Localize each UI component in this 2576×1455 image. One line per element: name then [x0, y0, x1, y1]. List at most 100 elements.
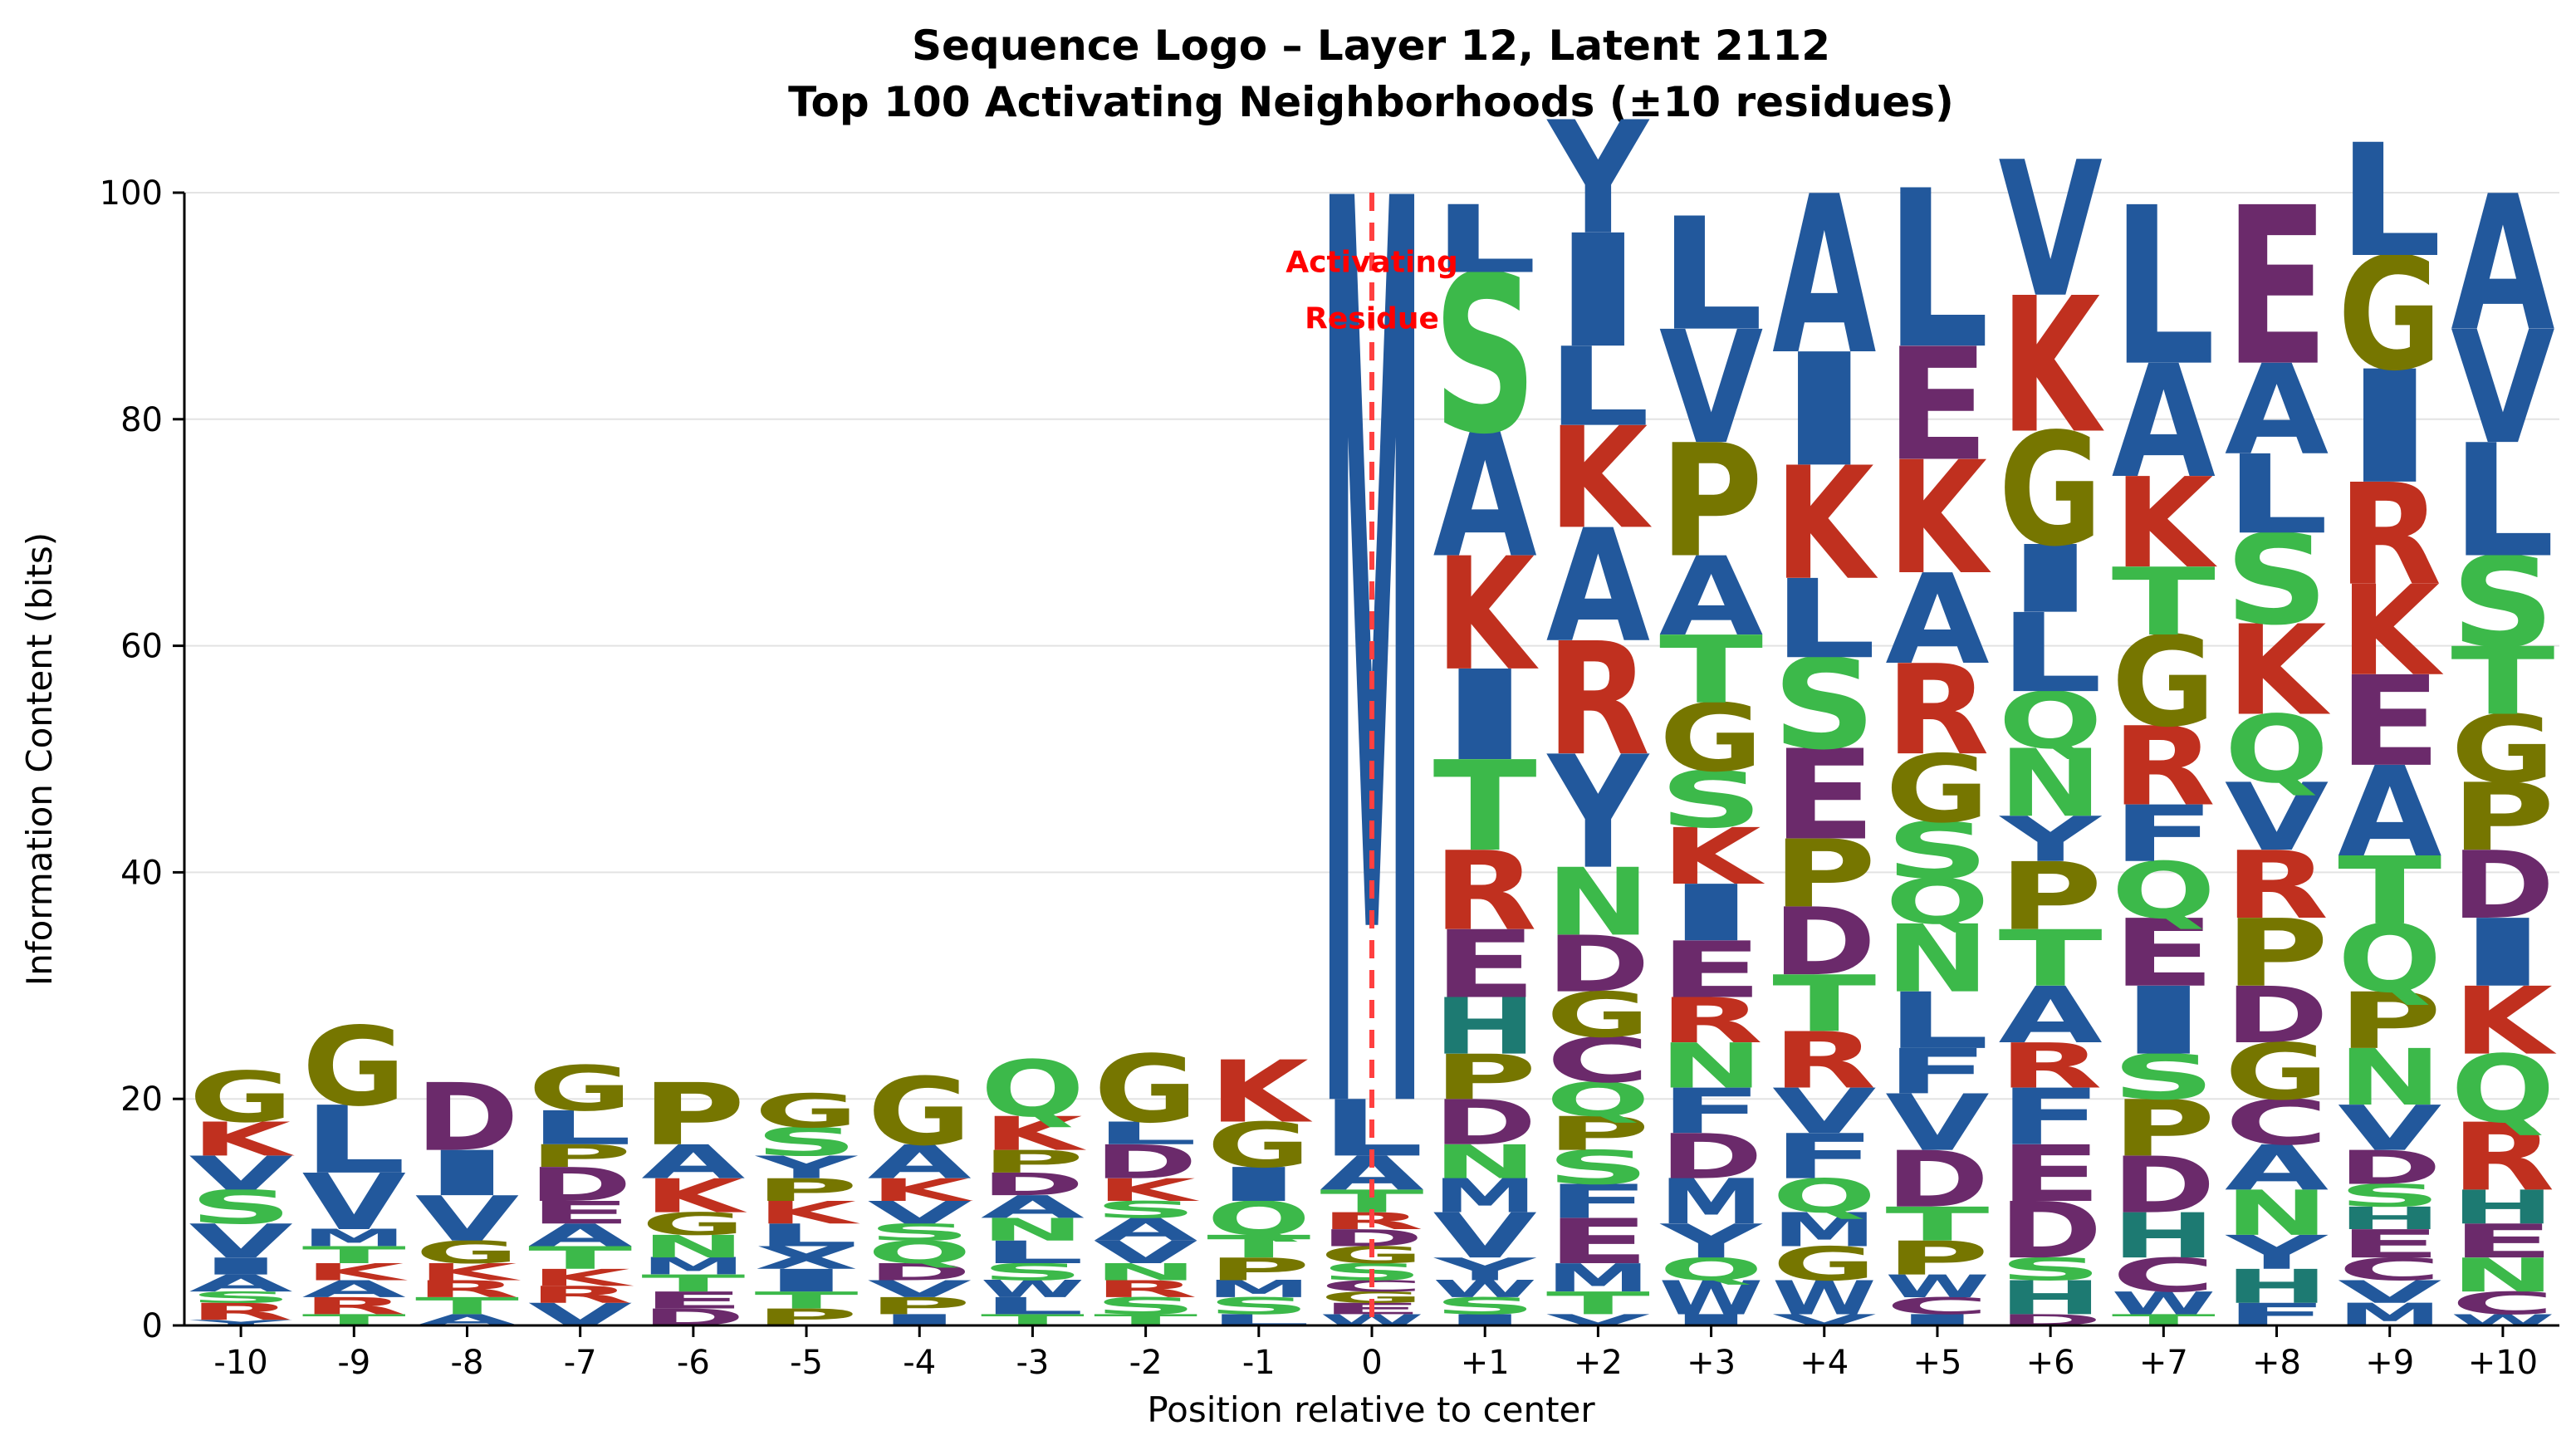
logo-letter: Q — [2112, 846, 2216, 937]
logo-letter: V — [1659, 299, 1763, 479]
logo-letter: L — [1433, 185, 1537, 294]
logo-letter: V — [189, 1146, 293, 1200]
logo-letter: G — [641, 1207, 745, 1242]
logo-letter: H — [2225, 1260, 2329, 1314]
logo-letter: Q — [1998, 676, 2102, 767]
logo-letter: V — [302, 1158, 406, 1248]
logo-stacks: YRSAIVSVKGTRAKTMVLGATRKGVIDVRKTAEDPLGDET… — [189, 0, 2557, 1393]
logo-letter: I — [2451, 899, 2554, 1007]
x-tick-label: -3 — [1016, 1344, 1049, 1382]
logo-letter: G — [1207, 1110, 1310, 1182]
logo-letter: W — [1433, 1276, 1537, 1303]
x-tick-label: +8 — [2252, 1344, 2301, 1382]
logo-letter: S — [2451, 531, 2554, 675]
logo-letter: C — [1885, 1292, 1989, 1320]
logo-letter: V — [2338, 1092, 2441, 1164]
logo-letter: Q — [1885, 866, 1989, 938]
logo-letter: D — [1094, 1134, 1197, 1188]
logo-letter: S — [1885, 806, 1989, 896]
logo-letter: N — [2338, 1033, 2441, 1124]
logo-letter: F — [2112, 790, 2216, 879]
logo-letter: V — [1772, 1075, 1876, 1148]
logo-letter: R — [1772, 1017, 1876, 1106]
logo-letter: Y — [754, 1149, 859, 1186]
logo-letter: R — [415, 1276, 519, 1303]
x-tick-label: +5 — [1912, 1344, 1961, 1382]
logo-letter: K — [418, 1259, 522, 1286]
logo-letter: M — [1207, 1276, 1310, 1303]
logo-letter: G — [1546, 979, 1650, 1051]
logo-letter: V — [868, 1276, 972, 1303]
logo-letter: S — [189, 1181, 292, 1235]
chart-title: Sequence Logo – Layer 12, Latent 2112 — [912, 22, 1830, 70]
logo-letter: I — [2338, 338, 2441, 519]
logo-letter: C — [1546, 1025, 1650, 1097]
logo-letter: Q — [981, 1044, 1085, 1134]
logo-letter: E — [1885, 315, 1989, 496]
logo-letter: V — [1094, 1234, 1197, 1271]
logo-letter: I — [2112, 968, 2216, 1075]
logo-letter: I — [415, 1138, 519, 1210]
logo-letter: P — [1998, 843, 2102, 951]
logo-letter: P — [1772, 821, 1876, 928]
logo-letter: R — [1433, 828, 1537, 954]
logo-letter: K — [2113, 452, 2217, 596]
logo-letter: M — [641, 1253, 745, 1281]
logo-letter: K — [644, 1169, 747, 1223]
logo-letter: M — [1659, 1167, 1763, 1239]
logo-letter: V — [1885, 1078, 1989, 1168]
logo-letter: I — [189, 1253, 292, 1281]
logo-letter: R — [1659, 984, 1763, 1056]
y-tick-label: 80 — [120, 401, 163, 439]
logo-letter: P — [641, 1066, 745, 1165]
logo-letter: N — [1433, 1135, 1537, 1189]
logo-letter: D — [981, 1166, 1085, 1203]
logo-letter: T — [1433, 736, 1537, 879]
logo-letter: W — [2112, 1286, 2216, 1321]
logo-letter: P — [754, 1173, 858, 1208]
logo-letter: E — [2112, 899, 2216, 1008]
logo-letter: L — [2451, 412, 2554, 592]
logo-letter: K — [757, 1195, 860, 1232]
logo-letter: P — [2451, 764, 2554, 872]
logo-letter: T — [1999, 914, 2103, 1004]
logo-letter: F — [1772, 1121, 1876, 1193]
logo-letter: G — [868, 1058, 972, 1167]
logo-letter: Q — [2225, 695, 2329, 804]
logo-letter: K — [1096, 1172, 1200, 1208]
x-axis-label: Position relative to center — [1147, 1389, 1595, 1430]
logo-letter: H — [2451, 1180, 2554, 1234]
logo-letter: Q — [1772, 1169, 1876, 1223]
x-tick-label: -10 — [213, 1344, 267, 1382]
x-tick-label: -5 — [790, 1344, 823, 1382]
logo-letter: L — [1999, 591, 2103, 718]
logo-letter: Y — [1546, 723, 1650, 904]
logo-letter: W — [1659, 1271, 1763, 1325]
x-tick-label: +7 — [2139, 1344, 2188, 1382]
logo-letter: I — [1999, 526, 2103, 634]
logo-letter: A — [2338, 740, 2441, 885]
logo-letter: K — [1888, 429, 1991, 610]
logo-letter: A — [1885, 547, 1989, 693]
x-tick-label: +6 — [2026, 1344, 2075, 1382]
logo-letter: L — [1772, 557, 1876, 683]
logo-letter: N — [1094, 1259, 1197, 1286]
x-tick-label: +3 — [1687, 1344, 1736, 1382]
logo-letter: N — [2451, 1248, 2554, 1302]
y-axis-label: Information Content (bits) — [19, 532, 60, 986]
logo-letter: F — [1885, 1036, 1989, 1109]
logo-letter: K — [2001, 258, 2104, 475]
logo-letter: G — [302, 1004, 406, 1131]
logo-letter: L — [2112, 161, 2216, 414]
x-tick-label: +9 — [2365, 1344, 2414, 1382]
logo-letter: C — [2112, 1248, 2216, 1302]
logo-letter: G — [1094, 1036, 1197, 1144]
logo-letter: A — [302, 1276, 406, 1303]
